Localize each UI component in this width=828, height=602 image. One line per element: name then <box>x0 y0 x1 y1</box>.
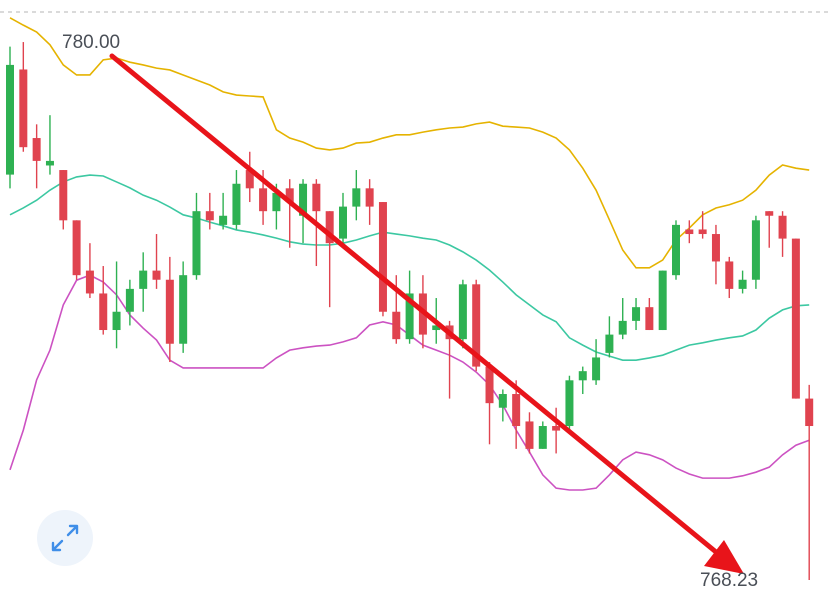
candle-body <box>538 426 547 449</box>
candle-body <box>19 69 28 148</box>
candle-body <box>685 229 694 235</box>
candle-body <box>765 211 774 216</box>
candle-body <box>32 138 41 161</box>
candle-body <box>85 270 94 294</box>
candle-body <box>472 284 481 367</box>
candle-body <box>312 183 321 212</box>
candle-body <box>378 202 387 312</box>
low-price-label: 768.23 <box>700 570 758 591</box>
candle-body <box>552 426 561 431</box>
candle-body <box>658 270 667 331</box>
candle-body <box>179 275 188 344</box>
candle-body <box>139 270 148 289</box>
candle-body <box>6 64 14 175</box>
candle-body <box>325 211 334 244</box>
arrow-shaft <box>109 53 719 555</box>
candle-body <box>578 371 587 381</box>
candle-body <box>698 229 707 235</box>
candle-body <box>512 394 521 427</box>
candle-body <box>245 170 254 189</box>
candle-body <box>778 215 787 239</box>
arrow-head <box>704 540 744 574</box>
candle-body <box>618 320 627 335</box>
candle-body <box>738 279 747 289</box>
candle-body <box>392 311 401 340</box>
candle-body <box>498 394 507 408</box>
candle-body <box>285 188 294 203</box>
candle-body <box>632 307 641 321</box>
candle-body <box>525 421 534 449</box>
candle-body <box>751 220 760 280</box>
candle-body <box>672 224 680 276</box>
candle-body <box>232 183 241 225</box>
trend-arrow <box>109 53 744 574</box>
candle-body <box>259 188 268 212</box>
candle-body <box>99 293 108 331</box>
middle-band <box>9 174 810 361</box>
candle-body <box>365 188 374 207</box>
candle-body <box>805 398 814 427</box>
candle-body <box>791 238 800 399</box>
candle-body <box>565 380 574 427</box>
candle-body <box>299 183 308 216</box>
candle-body <box>645 307 654 331</box>
expand-button[interactable] <box>37 510 93 566</box>
candle-body <box>125 288 134 312</box>
candle-body <box>405 293 414 340</box>
high-price-label: 780.00 <box>62 32 120 53</box>
candle-body <box>45 160 54 166</box>
expand-icon <box>51 524 79 552</box>
candle-body <box>272 192 281 212</box>
candle-body <box>352 188 361 207</box>
candle-body <box>485 366 494 404</box>
candle-body <box>432 325 441 331</box>
candle-body <box>152 270 161 280</box>
candle-body <box>205 211 214 221</box>
candle-body <box>165 279 174 344</box>
candle-body <box>192 211 201 276</box>
candle-body <box>72 220 81 276</box>
candle-body <box>59 170 68 221</box>
bands <box>9 17 810 491</box>
candle-body <box>711 234 720 262</box>
candle-body <box>592 357 601 381</box>
candle-body <box>725 261 734 289</box>
expand-button-bg[interactable] <box>37 510 93 566</box>
candles <box>6 42 814 581</box>
candle-body <box>112 311 121 331</box>
candle-body <box>605 334 614 353</box>
candle-body <box>339 206 347 239</box>
candle-body <box>458 284 467 340</box>
candle-body <box>219 215 228 225</box>
